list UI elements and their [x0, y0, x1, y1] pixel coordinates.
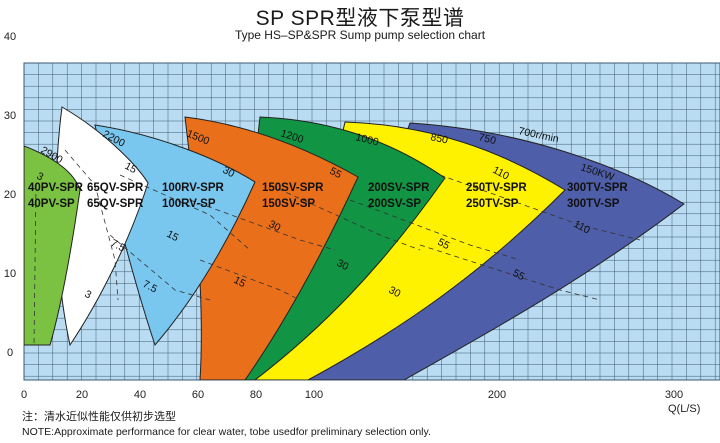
chart-subtitle: Type HS–SP&SPR Sump pump selection chart: [234, 28, 486, 42]
kw-label: 15: [165, 228, 181, 244]
x-tick-label: 200: [488, 389, 506, 401]
x-tick-label: 60: [192, 389, 204, 401]
kw-label: 15: [232, 274, 248, 290]
series-name: 100RV-SPR: [162, 182, 224, 194]
x-tick-label: 40: [134, 389, 146, 401]
series-name: 40PV-SPR: [28, 182, 84, 194]
speed-label: 750: [477, 131, 497, 147]
y-tick-label: 40: [4, 31, 16, 43]
region-40pv: [24, 145, 81, 346]
series-name: 300TV-SPR: [567, 182, 628, 194]
kw-label: 30: [267, 218, 283, 234]
x-tick-label: 100: [305, 389, 323, 401]
series-name-sp: 250TV-SP: [466, 198, 519, 210]
series-name: 65QV-SPR: [87, 182, 144, 194]
kw-label: 15: [123, 160, 139, 176]
series-name-sp: 100RV-SP: [162, 198, 216, 210]
kw-dashed-lines: [33, 149, 641, 346]
speed-label: 850: [429, 131, 449, 146]
series-labels: 40PV-SPR40PV-SP2900365QV-SPR65QV-SPR2200…: [28, 125, 628, 301]
series-name: 150SV-SPR: [262, 182, 324, 194]
series-name-sp: 300TV-SP: [567, 198, 620, 210]
kw-label: 3: [35, 170, 46, 183]
kw-label: 3: [83, 288, 94, 301]
x-tick-label: 20: [76, 389, 88, 401]
axis-ticks: 020406080100200300400010203040: [4, 31, 683, 401]
kw-label: 30: [387, 284, 403, 300]
x-tick-label: 0: [21, 389, 27, 401]
note-chinese: 注：清水近似性能仅供初步选型: [22, 411, 176, 423]
series-name-sp: 200SV-SP: [368, 198, 421, 210]
y-tick-label: 0: [7, 347, 13, 359]
series-name-sp: 150SV-SP: [262, 198, 315, 210]
kw-label: 55: [436, 236, 452, 252]
series-name: 250TV-SPR: [466, 182, 527, 194]
note-english: NOTE:Approximate performance for clear w…: [22, 426, 431, 438]
series-name-sp: 65QV-SPR: [87, 198, 144, 210]
x-tick-label: 80: [250, 389, 262, 401]
kw-label: 55: [328, 165, 344, 181]
kw-label: 30: [221, 164, 237, 180]
kw-label: 55: [511, 267, 527, 283]
x-axis-label: Q(L/S): [668, 403, 700, 415]
speed-label: 1000: [354, 131, 380, 148]
x-tick-label: 300: [665, 389, 683, 401]
kw-label: 30: [335, 257, 351, 273]
series-name-sp: 40PV-SP: [28, 198, 75, 210]
chart-title: SP SPR型液下泵型谱: [255, 7, 465, 30]
y-tick-label: 30: [4, 110, 16, 122]
y-tick-label: 10: [4, 268, 16, 280]
y-tick-label: 20: [4, 189, 16, 201]
series-name: 200SV-SPR: [368, 182, 430, 194]
